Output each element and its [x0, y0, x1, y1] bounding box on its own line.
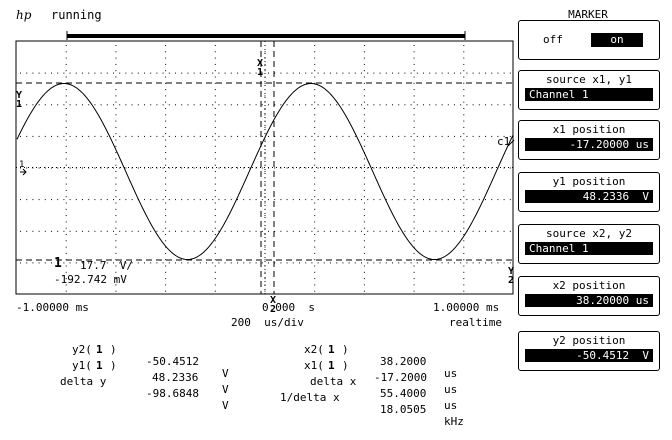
y2-position-label: y2 position: [552, 334, 626, 347]
y2-position-value[interactable]: -50.4512 V: [525, 349, 653, 362]
hp-logo: hp: [16, 8, 32, 22]
graticule-dots: [20, 45, 511, 292]
source-x2-y2-value: Channel 1: [525, 242, 653, 255]
center-time-label: 0.000 s: [262, 301, 315, 314]
center-axes: [16, 41, 513, 294]
y-measurements: y2(1) -50.4512 V y1(1) 48.2336 V delta y…: [40, 332, 260, 412]
y1-position-label: y1 position: [552, 175, 626, 188]
channel-1-waveform: [16, 82, 514, 260]
left-time-label: -1.00000 ms: [16, 301, 89, 314]
channel-label-leader: [507, 139, 515, 147]
ch1-scale: 17.7 V/: [80, 259, 133, 272]
x1-position-softkey[interactable]: x1 position -17.20000 us: [518, 120, 660, 160]
acquisition-mode: realtime: [449, 316, 502, 329]
source-x1-y1-softkey[interactable]: source x1, y1 Channel 1: [518, 70, 660, 110]
x1-position-label: x1 position: [552, 123, 626, 136]
timebase-readout: 200 us/div: [231, 316, 304, 329]
menu-title: MARKER: [568, 8, 608, 21]
ch1-offset: -192.742 mV: [54, 273, 127, 286]
x2-position-value[interactable]: 38.20000 us: [525, 294, 653, 307]
source-x1-y1-label: source x1, y1: [545, 73, 633, 86]
y2-position-softkey[interactable]: y2 position -50.4512 V: [518, 331, 660, 371]
ground-marker-label: 1: [19, 160, 25, 170]
marker-off-option[interactable]: off: [543, 33, 563, 46]
y1-position-softkey[interactable]: y1 position 48.2336 V: [518, 172, 660, 212]
source-x1-y1-value: Channel 1: [525, 88, 653, 101]
inverse-delta-x-measurement-row: 1/delta x 18.0505 kHz: [280, 391, 464, 428]
source-x2-y2-softkey[interactable]: source x2, y2 Channel 1: [518, 224, 660, 264]
y1-position-value[interactable]: 48.2336 V: [525, 190, 653, 203]
scope-screen: [15, 31, 515, 295]
source-x2-y2-label: source x2, y2: [545, 227, 633, 240]
x1-position-value[interactable]: -17.20000 us: [525, 138, 653, 151]
x1-measurement-row: x1(1) -17.2000 us: [304, 359, 458, 396]
y2-measurement-row: y2(1) -50.4512 V: [72, 343, 229, 380]
delta-y-measurement-row: delta y -98.6848 V: [60, 375, 229, 412]
right-time-label: 1.00000 ms: [433, 301, 500, 314]
y1-measurement-row: y1(1) 48.2336 V: [72, 359, 229, 396]
marker-on-off-softkey[interactable]: off on: [518, 20, 660, 60]
marker-on-option[interactable]: on: [591, 33, 643, 47]
ground-level-arrow: [20, 168, 27, 176]
x2-measurement-row: x2(1) 38.2000 us: [304, 343, 458, 380]
x-measurements: x2(1) 38.2000 us x1(1) -17.2000 us delta…: [270, 332, 480, 428]
timebase-window-bar: [66, 31, 466, 40]
ch1-scale-number: 1: [54, 256, 62, 271]
x2-position-label: x2 position: [552, 279, 626, 292]
acquisition-status: running: [51, 8, 102, 22]
delta-x-measurement-row: delta x 55.4000 us: [310, 375, 458, 412]
x2-position-softkey[interactable]: x2 position 38.20000 us: [518, 276, 660, 316]
channel-1-label: c1: [497, 135, 511, 148]
